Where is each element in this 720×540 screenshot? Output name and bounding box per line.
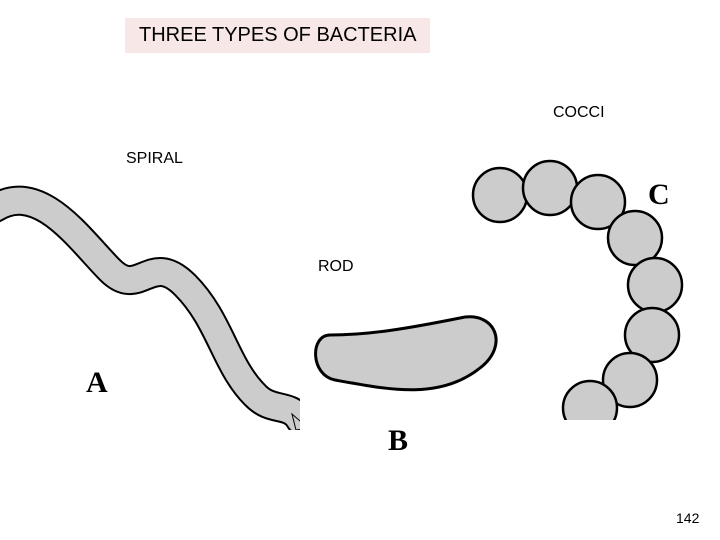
page-number: 142 (676, 510, 699, 526)
label-cocci: COCCI (545, 102, 613, 124)
label-rod: ROD (310, 256, 362, 278)
diagram-title: THREE TYPES OF BACTERIA (125, 18, 430, 53)
label-spiral: SPIRAL (118, 148, 191, 170)
spiral-shape (0, 170, 300, 430)
cocci-shape (430, 140, 720, 420)
